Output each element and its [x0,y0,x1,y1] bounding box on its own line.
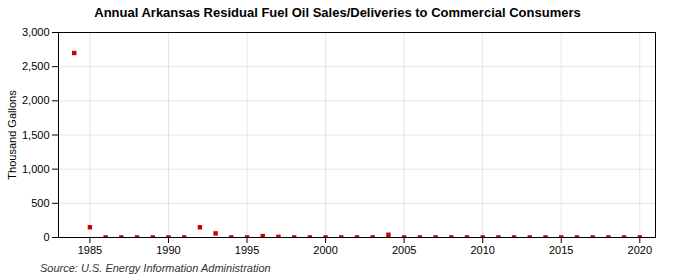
svg-text:1,500: 1,500 [22,129,50,141]
svg-text:2000: 2000 [313,244,337,256]
svg-text:1995: 1995 [235,244,259,256]
svg-text:Thousand Gallons: Thousand Gallons [6,90,18,180]
svg-text:2010: 2010 [470,244,494,256]
svg-text:2020: 2020 [628,244,652,256]
svg-text:2,000: 2,000 [22,94,50,106]
svg-text:1990: 1990 [156,244,180,256]
svg-text:1,000: 1,000 [22,163,50,175]
svg-text:3,000: 3,000 [22,26,50,38]
svg-text:2015: 2015 [549,244,573,256]
svg-text:2005: 2005 [392,244,416,256]
svg-text:500: 500 [31,197,49,209]
svg-text:2,500: 2,500 [22,60,50,72]
svg-text:0: 0 [43,231,49,243]
html-text:Annual Arkansas Residual Fuel: Annual Arkansas Residual Fuel Oil Sales/… [94,5,581,20]
svg-text:1985: 1985 [78,244,102,256]
html-text:Source: U.S. Energy Informatio: Source: U.S. Energy Information Administ… [40,262,271,274]
